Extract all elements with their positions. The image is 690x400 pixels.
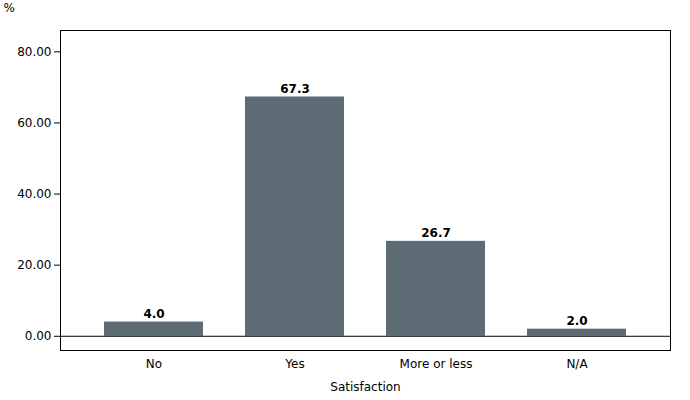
svg-text:60.00: 60.00	[17, 116, 51, 130]
svg-text:More or less: More or less	[400, 357, 473, 371]
svg-text:%: %	[4, 1, 15, 15]
svg-text:80.00: 80.00	[17, 45, 51, 59]
svg-text:67.3: 67.3	[280, 82, 310, 96]
svg-text:26.7: 26.7	[421, 226, 451, 240]
svg-text:20.00: 20.00	[17, 258, 51, 272]
svg-text:Yes: Yes	[284, 357, 304, 371]
svg-text:0.00: 0.00	[25, 329, 52, 343]
svg-text:N/A: N/A	[566, 357, 588, 371]
svg-text:Satisfaction: Satisfaction	[330, 380, 400, 394]
svg-text:4.0: 4.0	[143, 307, 164, 321]
svg-text:No: No	[146, 357, 162, 371]
svg-text:40.00: 40.00	[17, 187, 51, 201]
svg-text:2.0: 2.0	[566, 314, 587, 328]
